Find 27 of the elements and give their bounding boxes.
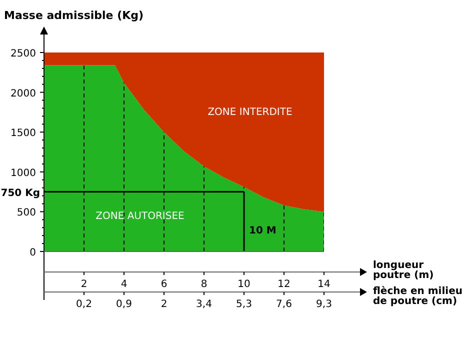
y-tick-label: 0	[30, 248, 36, 258]
x-tick-label: 4	[120, 279, 128, 290]
category-label: 9,3	[316, 299, 332, 310]
category-label: 0,9	[116, 299, 132, 310]
y-tick-label: 2000	[10, 88, 36, 100]
category-label: 0,2	[76, 299, 92, 310]
ref-line-label: 10 M	[249, 226, 276, 236]
x-tick-label: 2	[80, 279, 88, 290]
y-tick-label: 1000	[10, 168, 36, 179]
x-tick-label: 12	[278, 279, 290, 290]
y-axis-title: Masse admissible (Kg)	[4, 9, 144, 22]
ref-line-label: 750 Kg	[0, 188, 40, 199]
annotation: ZONE AUTORISEE	[96, 211, 184, 222]
x-tick-label: 6	[160, 279, 168, 290]
y-tick-label: 2500	[10, 48, 36, 60]
y-tick-label: 1500	[10, 128, 36, 140]
x-tick-label: 8	[200, 279, 208, 290]
category-label: 3,4	[196, 299, 212, 310]
text: flèche en milieu de poutre (cm)	[373, 286, 462, 307]
y-tick-label: 500	[16, 208, 36, 219]
category-label: 7,6	[276, 299, 292, 310]
category-label: 5,3	[236, 299, 252, 310]
x-axis-title: longueur poutre (m)	[373, 260, 434, 281]
category-label: 2	[160, 299, 168, 310]
x-tick-label: 14	[318, 279, 330, 290]
x-tick-label: 10	[238, 279, 250, 290]
annotation: ZONE INTERDITE	[208, 107, 292, 118]
